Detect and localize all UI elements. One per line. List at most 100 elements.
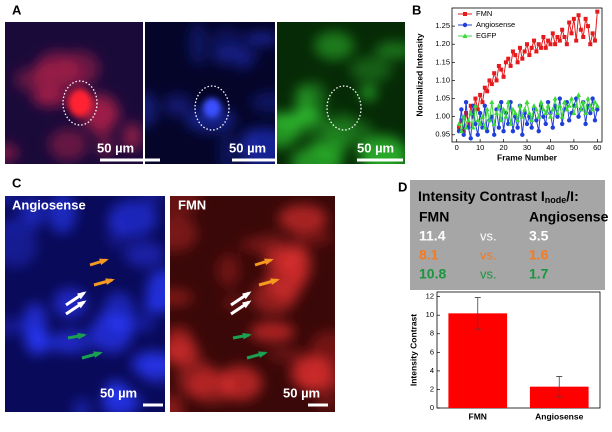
marker — [471, 114, 476, 119]
blob — [101, 386, 138, 412]
marker — [576, 114, 581, 119]
marker — [496, 125, 502, 130]
marker — [522, 49, 527, 54]
legend-marker — [462, 22, 468, 28]
table-title: Intensity Contrast Inode/I: — [418, 188, 579, 206]
marker — [559, 114, 565, 119]
error-bar — [556, 376, 563, 398]
arrow-head — [77, 291, 87, 300]
marker — [543, 45, 548, 50]
marker — [534, 49, 539, 54]
marker — [536, 42, 541, 47]
marker — [569, 95, 575, 101]
arrow-head — [93, 351, 103, 358]
marker — [585, 95, 591, 101]
marker — [588, 42, 593, 47]
blob — [19, 196, 46, 230]
blob — [5, 196, 22, 205]
panel-label: C — [12, 175, 22, 190]
marker — [480, 100, 485, 105]
marker — [458, 128, 464, 134]
blob — [170, 196, 202, 217]
blob — [216, 254, 241, 287]
blob — [359, 84, 377, 101]
blob — [35, 335, 83, 352]
y-tick-label: 1.10 — [435, 75, 450, 84]
marker — [581, 34, 586, 39]
marker — [498, 117, 504, 123]
marker — [515, 125, 520, 130]
arrow-head — [99, 258, 109, 266]
blob — [291, 108, 323, 123]
blob — [106, 217, 128, 250]
blob — [5, 143, 19, 163]
marker — [459, 118, 464, 123]
table-cell: vs. — [480, 228, 497, 243]
marker — [583, 16, 588, 21]
marker — [540, 106, 546, 112]
image-title: FMN — [178, 197, 206, 212]
marker — [545, 103, 551, 108]
marker — [484, 106, 490, 112]
marker — [494, 110, 500, 116]
texture — [5, 50, 143, 163]
marker — [538, 99, 544, 105]
blob — [290, 354, 335, 392]
marker — [539, 45, 544, 50]
x-tick-label: 30 — [523, 143, 531, 152]
marker — [468, 103, 473, 108]
marker — [478, 92, 483, 97]
marker — [543, 121, 548, 127]
table-cell: 8.1 — [419, 247, 439, 263]
marker — [499, 99, 504, 105]
marker — [508, 121, 514, 126]
marker — [557, 38, 562, 43]
blob — [314, 31, 355, 60]
error-bar — [474, 297, 481, 330]
marker — [562, 99, 567, 105]
blob — [14, 67, 41, 92]
blob — [278, 204, 328, 233]
roi — [194, 85, 230, 131]
marker — [571, 16, 576, 21]
marker — [533, 106, 539, 112]
y-tick-label: 1.05 — [435, 94, 450, 103]
table-cell: vs. — [480, 266, 497, 281]
marker — [492, 71, 497, 76]
marker — [501, 74, 506, 79]
marker — [566, 118, 572, 123]
blob — [146, 269, 165, 312]
micrograph — [145, 22, 275, 164]
marker — [522, 106, 528, 112]
marker — [519, 114, 525, 119]
scale-label: 50 µm — [283, 385, 320, 400]
marker — [465, 117, 471, 123]
marker — [534, 118, 539, 123]
scale-label: 50 µm — [229, 140, 266, 155]
blob — [139, 353, 165, 385]
marker — [510, 128, 516, 134]
blob — [240, 238, 259, 252]
blob — [210, 46, 259, 66]
table-cell: 1.7 — [529, 266, 549, 282]
table-cell: 1.6 — [529, 247, 549, 263]
micrograph — [5, 22, 143, 164]
marker — [473, 96, 478, 101]
blob — [350, 56, 393, 83]
y-axis-label: Intensity Contrast — [408, 314, 418, 386]
blob — [5, 224, 38, 268]
marker — [475, 117, 481, 123]
panel-label: A — [12, 2, 22, 17]
marker — [560, 27, 565, 32]
scale-label: 50 µm — [97, 140, 134, 155]
marker — [578, 106, 584, 112]
marker — [571, 110, 577, 116]
legend-marker — [462, 33, 468, 38]
table-header: Angiosense — [529, 209, 609, 225]
marker — [550, 125, 555, 130]
marker — [496, 103, 502, 108]
marker — [547, 114, 553, 119]
blob — [317, 395, 335, 410]
marker — [564, 106, 570, 112]
marker — [482, 85, 487, 90]
